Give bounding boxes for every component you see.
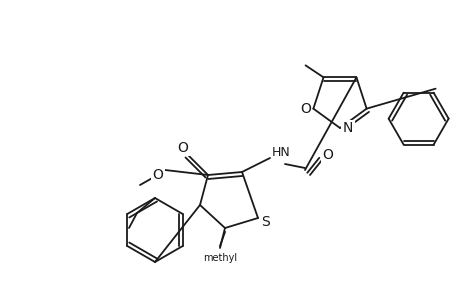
Text: HN: HN <box>271 146 290 158</box>
Text: O: O <box>177 141 188 155</box>
Text: O: O <box>152 168 163 182</box>
Text: N: N <box>342 121 353 135</box>
Text: methyl: methyl <box>202 253 236 263</box>
Text: O: O <box>299 102 310 116</box>
Text: S: S <box>261 215 270 229</box>
Text: O: O <box>322 148 333 162</box>
